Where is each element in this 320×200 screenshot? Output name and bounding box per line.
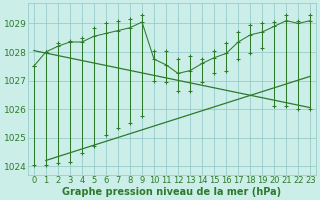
X-axis label: Graphe pression niveau de la mer (hPa): Graphe pression niveau de la mer (hPa): [62, 187, 282, 197]
